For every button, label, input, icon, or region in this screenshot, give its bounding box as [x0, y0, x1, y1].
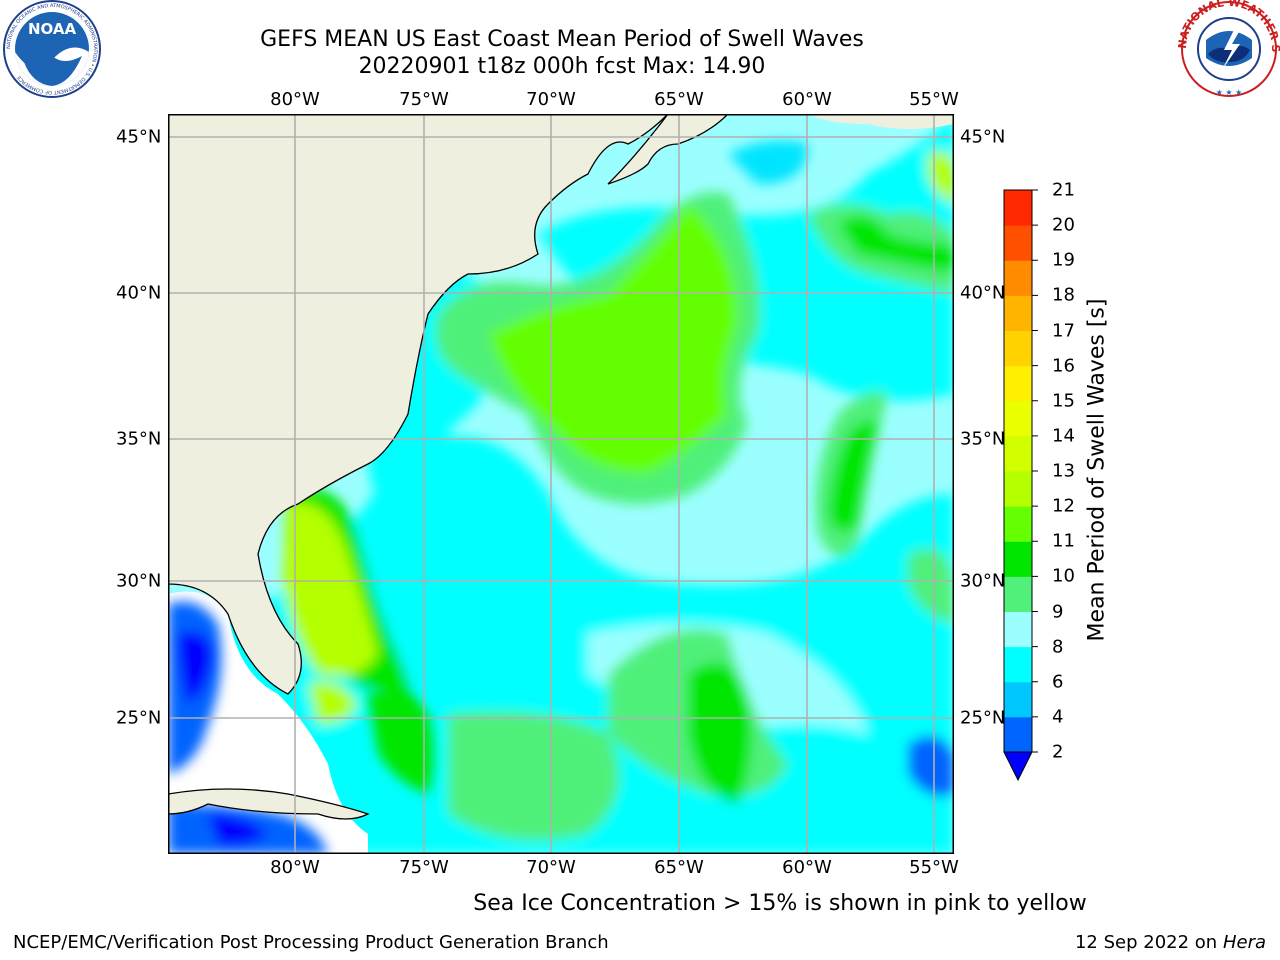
swell-period-field	[168, 114, 954, 854]
colorbar-segment	[1004, 471, 1032, 507]
colorbar-tick-label: 20	[1052, 214, 1075, 236]
lon-tick-bottom: 80°W	[270, 857, 320, 878]
noaa-logo: NOAA NATIONAL OCEANIC AND ATMOSPHERIC AD…	[3, 0, 101, 98]
colorbar-segment	[1004, 611, 1032, 648]
colorbar-segment	[1004, 541, 1032, 577]
north-america-land	[168, 114, 669, 695]
colorbar-tick-label: 21	[1052, 179, 1075, 201]
colorbar-tick-label: 14	[1052, 425, 1075, 447]
colorbar-tick-label: 11	[1052, 530, 1075, 552]
lon-tick-bottom: 70°W	[526, 857, 576, 878]
colorbar-label: Mean Period of Swell Waves [s]	[1084, 298, 1110, 642]
noaa-logo-text: NOAA	[28, 20, 77, 38]
colorbar-tick-label: 2	[1052, 741, 1064, 763]
lon-tick-top: 75°W	[399, 89, 449, 110]
colorbar-tick-label: 18	[1052, 284, 1075, 306]
colorbar-under-triangle	[1003, 751, 1033, 782]
lat-tick-left: 25°N	[116, 707, 162, 729]
sea-ice-caption: Sea Ice Concentration > 15% is shown in …	[473, 891, 1087, 916]
colorbar-tick-label: 16	[1052, 355, 1075, 377]
lat-tick-left: 35°N	[116, 428, 162, 450]
colorbar-tick-label: 8	[1052, 636, 1064, 658]
lat-tick-right: 40°N	[960, 282, 1006, 304]
lat-tick-right: 30°N	[960, 570, 1006, 592]
colorbar-tick-label: 19	[1052, 249, 1075, 271]
colorbar-tick-label: 9	[1052, 601, 1064, 622]
colorbar-tick-label: 13	[1052, 460, 1075, 482]
cuba-land	[168, 788, 370, 820]
colorbar-tick-label: 10	[1052, 565, 1075, 587]
lon-tick-bottom: 60°W	[782, 857, 832, 878]
lon-tick-top: 55°W	[909, 89, 959, 110]
colorbar-segment	[1004, 260, 1032, 296]
colorbar-segment	[1004, 506, 1032, 542]
lon-tick-top: 80°W	[270, 89, 320, 110]
nws-stars-icon: ★ ★ ★	[1216, 88, 1243, 97]
colorbar-segment	[1004, 225, 1032, 261]
lat-tick-left: 40°N	[116, 282, 162, 304]
colorbar-segment	[1004, 295, 1032, 331]
lon-tick-top: 70°W	[526, 89, 576, 110]
lat-tick-left: 45°N	[116, 126, 162, 148]
lon-tick-top: 60°W	[782, 89, 832, 110]
lon-tick-bottom: 75°W	[399, 857, 449, 878]
colorbar-tick-label: 12	[1052, 495, 1075, 517]
map-panel	[168, 114, 954, 854]
lon-tick-top: 65°W	[654, 89, 704, 110]
colorbar-segment	[1004, 190, 1032, 226]
colorbar	[1003, 189, 1038, 782]
footer-machine: Hera	[1222, 932, 1266, 953]
lon-tick-bottom: 55°W	[909, 857, 959, 878]
colorbar-tick-label: 15	[1052, 390, 1075, 412]
colorbar-segment	[1004, 435, 1032, 472]
map-gridlines	[168, 114, 954, 854]
colorbar-segment	[1004, 681, 1032, 718]
nws-logo: NATIONAL WEATHER SERVICE ★ ★ ★	[1178, 0, 1280, 97]
footer-producer: NCEP/EMC/Verification Post Processing Pr…	[13, 932, 609, 953]
chart-subtitle: 20220901 t18z 000h fcst Max: 14.90	[358, 54, 766, 79]
lat-tick-right: 45°N	[960, 126, 1006, 148]
footer-date: 12 Sep 2022 on Hera	[1074, 932, 1266, 953]
colorbar-segment	[1004, 576, 1032, 612]
colorbar-segment	[1004, 646, 1032, 683]
colorbar-tick-label: 17	[1052, 320, 1075, 341]
lat-tick-left: 30°N	[116, 570, 162, 592]
lon-tick-bottom: 65°W	[654, 857, 704, 878]
lat-tick-right: 35°N	[960, 428, 1006, 450]
colorbar-segment	[1004, 330, 1032, 367]
lat-tick-right: 25°N	[960, 707, 1006, 729]
colorbar-tick-label: 6	[1052, 671, 1064, 693]
colorbar-segment	[1004, 400, 1032, 437]
chart-title: GEFS MEAN US East Coast Mean Period of S…	[260, 27, 864, 52]
colorbar-segment	[1004, 716, 1032, 753]
colorbar-tick-label: 4	[1052, 706, 1064, 728]
colorbar-segment	[1004, 365, 1032, 402]
